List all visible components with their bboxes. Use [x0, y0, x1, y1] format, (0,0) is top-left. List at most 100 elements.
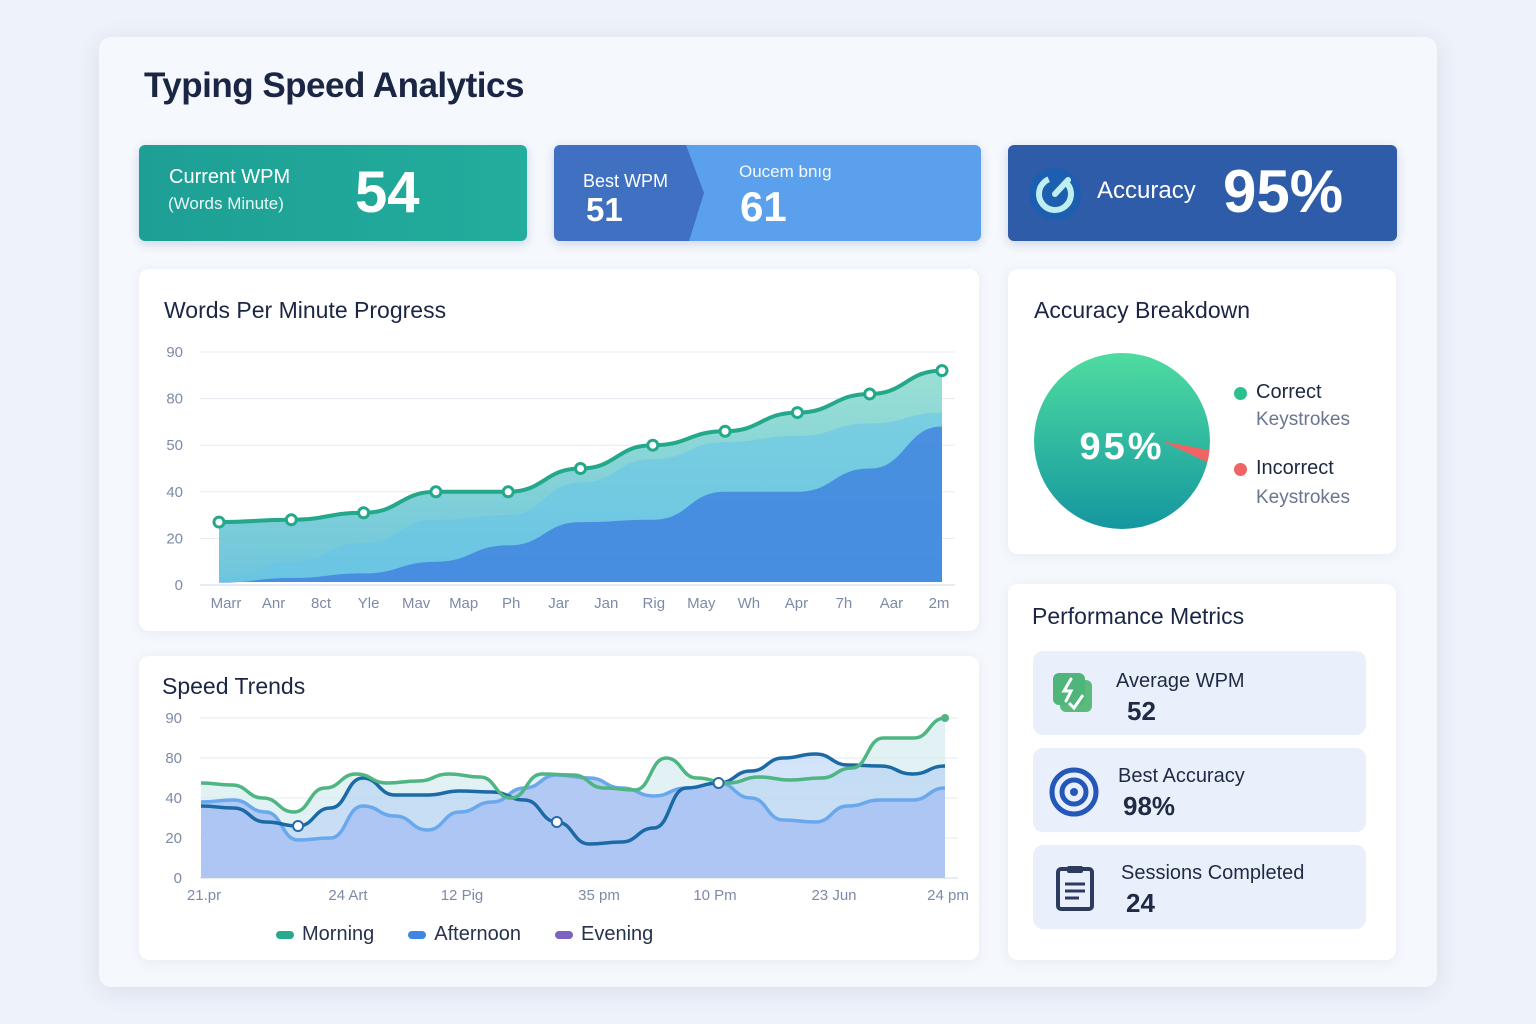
clipboard-icon [1056, 866, 1094, 911]
x-tick-label: Mav [402, 595, 431, 612]
data-point [646, 438, 660, 452]
data-point [212, 515, 226, 529]
speed-legend: Morning Afternoon Evening [276, 923, 653, 946]
speed-chart-title: Speed Trends [162, 673, 306, 699]
accuracy-card: Accuracy 95% [1008, 145, 1397, 241]
legend-label: Evening [581, 923, 654, 945]
accuracy-label: Accuracy [1097, 177, 1196, 204]
data-point [284, 513, 298, 527]
data-point [935, 364, 949, 378]
y-tick-label: 80 [166, 391, 183, 408]
y-tick-label: 90 [166, 344, 183, 361]
legend-swatch [408, 930, 427, 939]
data-point [941, 714, 949, 722]
best-wpm-value: 51 [586, 191, 623, 228]
legend-evening: Evening [555, 923, 653, 946]
y-tick-label: 20 [166, 530, 183, 547]
y-tick-label: 40 [166, 484, 183, 501]
legend-label: Morning [302, 923, 375, 945]
x-tick-label: 8ct [311, 595, 332, 612]
secondary-value: 61 [740, 183, 787, 230]
data-point [429, 485, 443, 499]
x-tick-label: 24 pm [927, 887, 969, 904]
x-tick-label: Marr [211, 595, 242, 612]
pie-center-label: 95% [1079, 426, 1164, 468]
best-wpm-panel [554, 145, 704, 241]
performance-title: Performance Metrics [1032, 603, 1245, 629]
metric-value: 98% [1123, 791, 1176, 821]
y-tick-label: 20 [165, 830, 182, 847]
legend-label: Afternoon [434, 923, 521, 945]
legend-afternoon: Afternoon [408, 923, 521, 946]
current-wpm-value: 54 [355, 160, 420, 225]
x-tick-label: Rig [643, 595, 666, 612]
data-point [718, 424, 732, 438]
x-tick-label: Wh [738, 595, 761, 612]
x-tick-label: Jar [548, 595, 569, 612]
legend-sublabel: Keystrokes [1256, 409, 1350, 430]
afternoon-line [200, 752, 946, 846]
x-tick-label: 2m [929, 595, 950, 612]
x-tick-label: 12 Pig [441, 887, 484, 904]
gauge-icon [1029, 168, 1081, 220]
y-tick-label: 90 [165, 710, 182, 727]
x-tick-label: 35 pm [578, 887, 620, 904]
metric-label: Average WPM [1116, 670, 1245, 692]
data-point [501, 485, 515, 499]
best-wpm-card: Best WPM 51 Oucem bnıg 61 [554, 145, 981, 241]
x-tick-label: Anr [262, 595, 285, 612]
x-tick-label: 7h [836, 595, 853, 612]
current-wpm-sublabel: (Words Minute) [168, 194, 284, 213]
legend-morning: Morning [276, 923, 374, 946]
data-point [550, 816, 563, 828]
x-tick-label: Apr [785, 595, 808, 612]
pie-slice-correct [1034, 353, 1210, 529]
x-tick-label: 24 Art [328, 887, 368, 904]
y-tick-label: 0 [175, 577, 183, 594]
metric-sessions-completed: Sessions Completed 24 [1033, 845, 1366, 929]
secondary-label: Oucem bnıg [739, 162, 832, 181]
pie-slice-incorrect [1162, 441, 1210, 463]
legend-swatch [276, 930, 294, 939]
x-tick-label: Yle [358, 595, 380, 612]
metric-value: 24 [1126, 888, 1155, 918]
data-point [292, 820, 305, 832]
x-tick-label: Ph [502, 595, 520, 612]
y-tick-label: 0 [174, 870, 182, 887]
x-tick-label: 10 Pm [693, 887, 736, 904]
data-point [790, 406, 804, 420]
metric-value: 52 [1127, 696, 1156, 726]
best-wpm-label: Best WPM [583, 171, 669, 191]
metric-label: Sessions Completed [1121, 862, 1305, 884]
data-point [357, 506, 371, 520]
y-tick-label: 40 [165, 790, 182, 807]
wpm-chart-title: Words Per Minute Progress [164, 297, 447, 323]
x-tick-label: Map [449, 595, 478, 612]
data-point [712, 777, 725, 789]
legend-dot [1234, 387, 1247, 400]
legend-swatch [555, 930, 573, 939]
current-wpm-card: Current WPM (Words Minute) 54 [139, 145, 527, 241]
accuracy-pie: 95% [1034, 353, 1210, 529]
legend-label: Correct [1256, 381, 1322, 403]
x-tick-label: 23 Jun [811, 887, 856, 904]
x-tick-label: May [687, 595, 716, 612]
data-point [574, 462, 587, 475]
area-layer [219, 426, 942, 583]
metric-label: Best Accuracy [1118, 765, 1245, 787]
metric-best-accuracy: Best Accuracy 98% [1033, 748, 1366, 832]
x-tick-label: 21.pr [187, 887, 221, 904]
page-title: Typing Speed Analytics [144, 66, 524, 105]
target-icon [1049, 767, 1099, 817]
current-wpm-label: Current WPM [169, 166, 291, 188]
legend-label: Incorrect [1256, 457, 1334, 479]
speed-chart: 0 20 40 80 90 21.pr 24 Art 12 Pig 35 pm 10 Pm 23 J… [165, 710, 969, 904]
lightning-check-icon [1053, 673, 1092, 712]
legend-sublabel: Keystrokes [1256, 487, 1350, 508]
x-tick-label: Aar [880, 595, 903, 612]
legend-dot [1234, 463, 1247, 476]
metric-average-wpm: Average WPM 52 [1033, 651, 1366, 735]
data-point [863, 387, 877, 401]
morning-line [200, 716, 946, 814]
